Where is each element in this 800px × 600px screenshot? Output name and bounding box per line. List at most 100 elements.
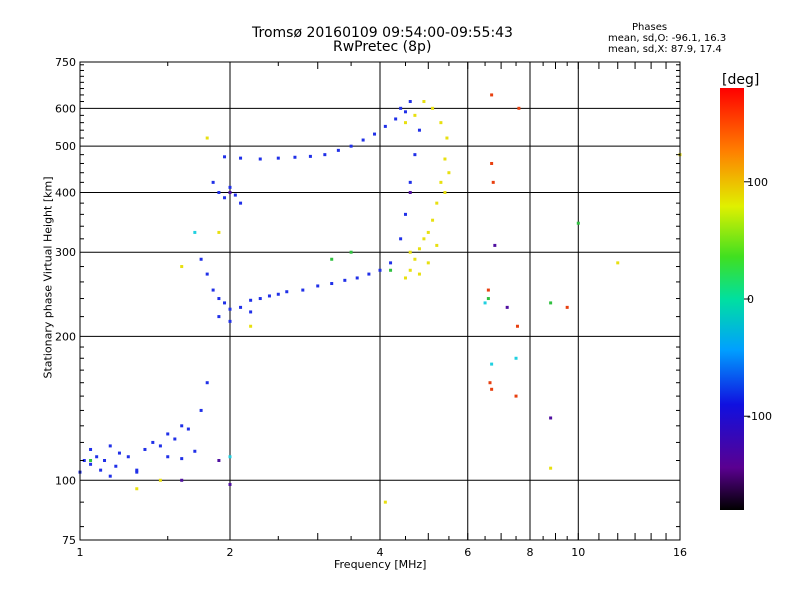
y-tick-label: 300 [55,246,76,259]
data-point [616,261,620,265]
data-point [549,466,553,470]
data-point [483,301,487,305]
data-point [408,180,412,184]
grid [80,62,680,540]
data-point [490,161,494,165]
data-point [239,201,243,205]
data-point [490,93,494,97]
data-point [343,278,347,282]
data-point [158,444,162,448]
data-point [193,449,197,453]
colorbar [720,88,744,510]
data-point [490,387,494,391]
chart-title: Tromsø 20160109 09:54:00-09:55:43 [252,25,513,41]
colorbar-tick-label: 100 [747,176,768,189]
data-point [515,324,519,328]
x-tick-label: 8 [527,546,534,559]
colorbar-tick-label: -100 [747,410,772,423]
data-point [205,136,209,140]
y-tick-label: 400 [55,186,76,199]
data-point [316,284,320,288]
data-point [486,288,490,292]
data-point [135,487,139,491]
data-point [417,128,421,132]
data-point [103,458,107,462]
data-point [233,193,237,197]
data-point [486,297,490,301]
data-point [330,282,334,286]
data-point [491,180,495,184]
data-point [435,201,439,205]
data-point [293,155,297,159]
data-point [505,305,509,309]
data-point [180,424,184,428]
data-point [249,310,253,314]
data-point [205,381,209,385]
data-point [228,307,232,311]
data-point [383,124,387,128]
data-point [308,154,312,158]
data-point [445,136,449,140]
data-point [373,132,377,136]
data-point [349,144,353,148]
data-point [417,272,421,276]
y-tick-label: 750 [55,56,76,69]
x-tick-label: 16 [673,546,687,559]
x-axis-label: Frequency [MHz] [334,558,427,571]
data-point [422,100,426,104]
data-point [158,478,162,482]
data-point [143,447,147,451]
data-point [367,272,371,276]
data-point [361,138,365,142]
data-point [114,464,118,468]
data-point [439,180,443,184]
data-point [355,276,359,280]
data-point [217,190,221,194]
data-point [408,250,412,254]
data-point [285,290,289,294]
data-point [228,185,232,189]
data-point [217,458,221,462]
data-point [399,106,403,110]
data-point [408,190,412,194]
stats-line-x: mean, sd,X: 87.9, 17.4 [608,44,722,55]
data-point [422,237,426,241]
x-tick-label: 1 [77,546,84,559]
data-point [276,156,280,160]
data-point [228,319,232,323]
chart-subtitle: RwPretec (8p) [333,39,432,55]
colorbar-label: [deg] [722,72,759,88]
data-point [99,468,103,472]
data-point [514,356,518,360]
data-point [217,297,221,301]
data-point [151,440,155,444]
data-point [431,218,435,222]
data-point [217,315,221,319]
data-point [565,305,569,309]
data-point [447,171,451,175]
data-point [199,408,203,412]
data-point [249,324,253,328]
data-point [180,457,184,461]
data-point [426,230,430,234]
data-point [514,394,518,398]
y-axis-label: Stationary phase Virtual Height [km] [41,176,55,379]
colorbar-tick-label: 0 [747,293,754,306]
data-point [378,268,382,272]
data-point [193,230,197,234]
data-point [323,153,327,157]
data-point [211,180,215,184]
y-tick-label: 500 [55,140,76,153]
data-point [431,106,435,110]
data-point [108,474,112,478]
data-point [394,117,398,121]
data-point [135,470,139,474]
data-point [403,212,407,216]
data-point [173,437,177,441]
data-point [199,257,203,261]
y-tick-label: 75 [62,534,76,547]
data-point [389,261,393,265]
data-point [517,106,521,110]
data-point [389,268,393,272]
